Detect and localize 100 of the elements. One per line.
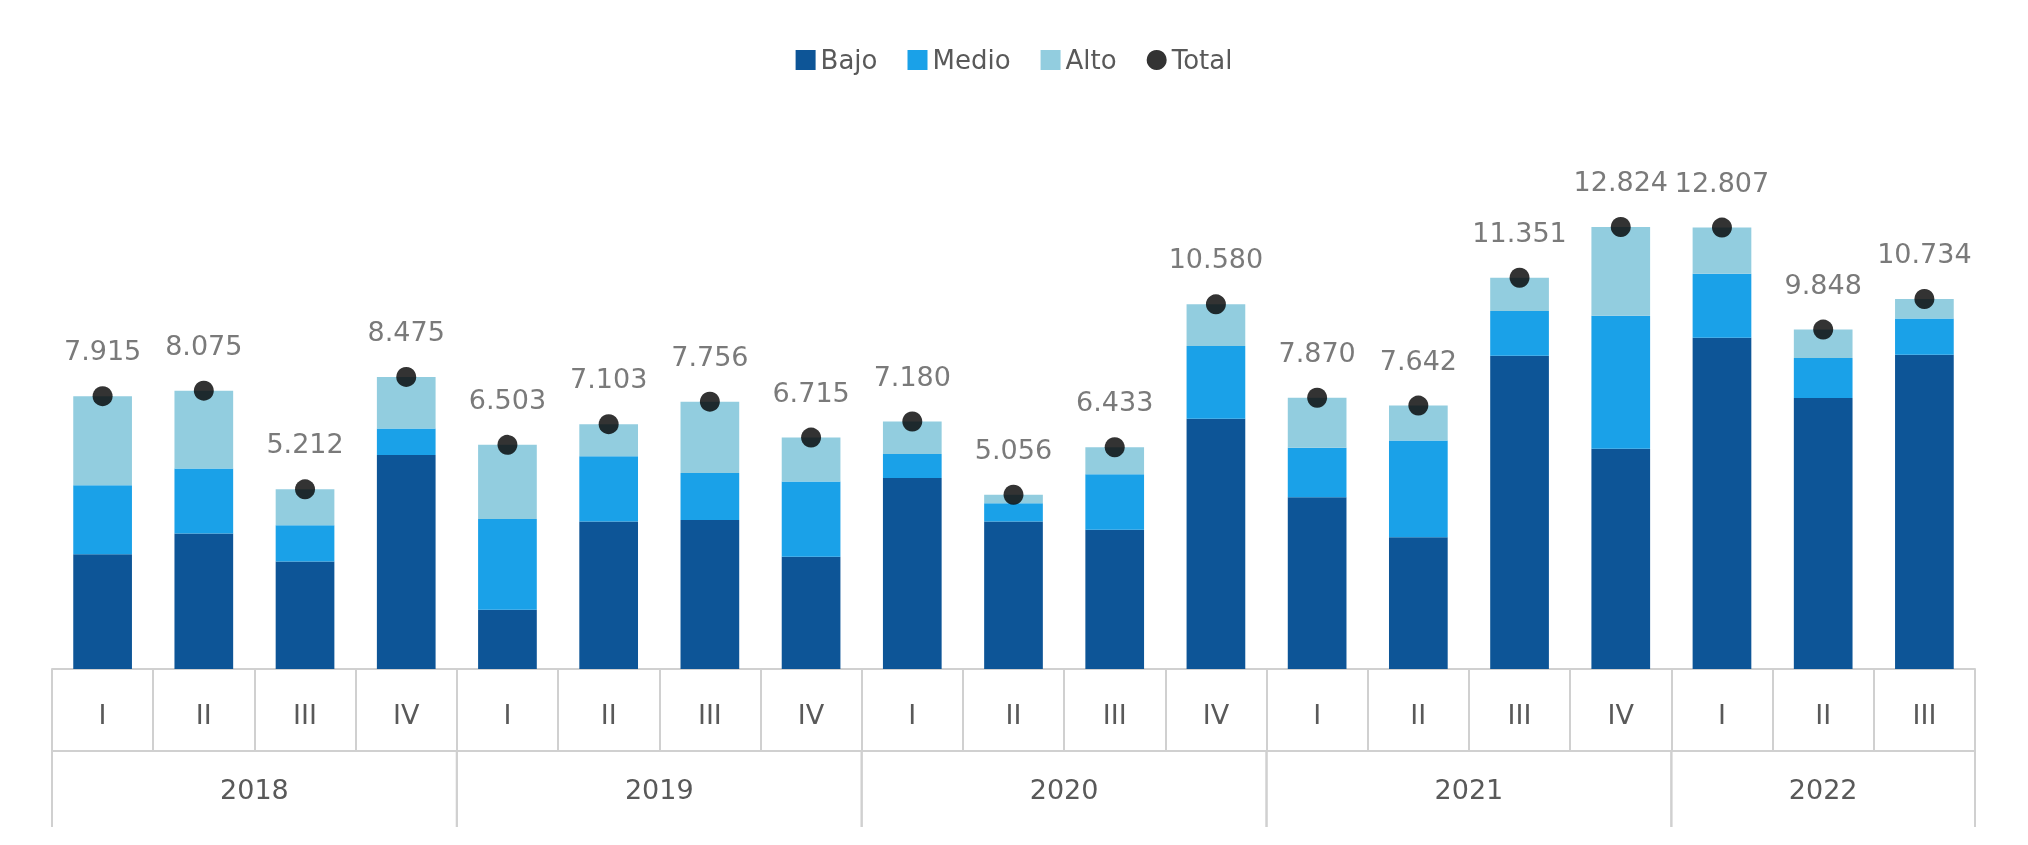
bar bbox=[781, 481, 841, 557]
point bbox=[295, 479, 316, 500]
data-label: 7.642 bbox=[1379, 344, 1457, 376]
bar bbox=[1490, 355, 1549, 669]
point bbox=[1610, 217, 1631, 237]
x-tick-label: II bbox=[1005, 699, 1022, 730]
data-label: 8.075 bbox=[165, 329, 243, 361]
bar bbox=[1895, 354, 1954, 669]
data-label: 7.756 bbox=[671, 340, 749, 372]
point bbox=[92, 386, 113, 407]
legend-label: Medio bbox=[932, 45, 1011, 75]
point bbox=[396, 366, 417, 387]
data-label: 7.915 bbox=[63, 335, 142, 367]
point bbox=[1509, 267, 1530, 288]
x-tick-label: III bbox=[1507, 699, 1532, 730]
x-tick-label: III bbox=[293, 699, 317, 730]
bar bbox=[174, 468, 234, 534]
x-tick-label: IV bbox=[1607, 699, 1635, 730]
bar bbox=[579, 521, 639, 669]
x-tick-label: I bbox=[1313, 699, 1322, 730]
point bbox=[193, 380, 214, 401]
x-tick-label: II bbox=[1815, 699, 1832, 730]
x-tick-label: I bbox=[908, 699, 917, 730]
text: 2019 bbox=[624, 773, 694, 805]
bar bbox=[1085, 529, 1145, 669]
bar bbox=[275, 489, 335, 526]
x-tick-label: I bbox=[98, 699, 107, 730]
bar bbox=[1692, 273, 1752, 338]
bar bbox=[984, 521, 1043, 669]
x-tick-label: I bbox=[503, 699, 512, 730]
data-label: 9.848 bbox=[1784, 268, 1862, 300]
bar bbox=[73, 396, 132, 486]
text: 2022 bbox=[1788, 773, 1858, 805]
text: 2018 bbox=[220, 773, 289, 805]
bar bbox=[680, 401, 740, 473]
x-tick-label: III bbox=[1102, 699, 1127, 730]
data-label: 10.734 bbox=[1877, 238, 1972, 270]
x-tick-label: III bbox=[1912, 699, 1937, 730]
bar bbox=[579, 424, 639, 457]
bar bbox=[1591, 448, 1651, 669]
point bbox=[1813, 319, 1834, 340]
bar bbox=[275, 525, 335, 562]
bar bbox=[1186, 346, 1246, 419]
point bbox=[1205, 294, 1226, 315]
bar bbox=[376, 454, 436, 669]
bar bbox=[882, 421, 942, 454]
data-label: 6.715 bbox=[772, 376, 850, 408]
bar bbox=[882, 453, 942, 479]
bar bbox=[579, 456, 639, 522]
data-label: 6.503 bbox=[468, 383, 547, 415]
bar bbox=[1490, 277, 1549, 311]
bar bbox=[1692, 337, 1752, 669]
bar bbox=[1388, 537, 1448, 669]
bar bbox=[1692, 227, 1752, 274]
data-label: 12.824 bbox=[1573, 166, 1669, 197]
text: 2021 bbox=[1434, 773, 1504, 805]
bar bbox=[1186, 304, 1246, 347]
text: 2020 bbox=[1029, 773, 1099, 805]
point bbox=[1408, 395, 1429, 416]
legend-label: Alto bbox=[1065, 45, 1117, 75]
bar bbox=[73, 554, 132, 669]
point bbox=[1003, 484, 1024, 505]
data-label: 7.103 bbox=[570, 363, 648, 395]
bar bbox=[781, 556, 841, 669]
x-tick-label: II bbox=[600, 699, 617, 730]
bar bbox=[1490, 310, 1549, 356]
point bbox=[902, 411, 923, 432]
data-label: 7.870 bbox=[1278, 336, 1356, 368]
legend-label: Total bbox=[1170, 45, 1233, 75]
bar bbox=[1287, 447, 1347, 498]
data-label: 10.580 bbox=[1168, 243, 1264, 275]
x-tick-label: IV bbox=[393, 699, 420, 730]
point bbox=[1307, 387, 1328, 408]
bar bbox=[1388, 405, 1448, 441]
point bbox=[598, 414, 619, 435]
data-label: 5.056 bbox=[974, 433, 1053, 465]
bar bbox=[73, 485, 132, 555]
point bbox=[699, 391, 720, 412]
bar bbox=[1287, 397, 1347, 448]
point bbox=[1914, 289, 1935, 310]
point bbox=[497, 434, 518, 455]
point bbox=[1711, 217, 1732, 238]
bar bbox=[478, 519, 537, 610]
bar bbox=[1287, 497, 1347, 669]
point bbox=[1104, 437, 1125, 458]
data-label: 12.807 bbox=[1674, 166, 1770, 198]
bar bbox=[781, 437, 841, 482]
bar bbox=[478, 609, 537, 669]
bar bbox=[376, 428, 436, 455]
point bbox=[801, 427, 822, 448]
bar bbox=[1388, 440, 1448, 538]
bar bbox=[984, 503, 1043, 522]
bar bbox=[1085, 474, 1145, 530]
bar bbox=[680, 472, 740, 521]
bar bbox=[1591, 227, 1651, 316]
legend-label: Bajo bbox=[820, 45, 878, 75]
bar bbox=[882, 478, 942, 669]
data-label: 5.212 bbox=[266, 428, 344, 460]
bar bbox=[1591, 315, 1651, 449]
bar bbox=[174, 533, 234, 669]
